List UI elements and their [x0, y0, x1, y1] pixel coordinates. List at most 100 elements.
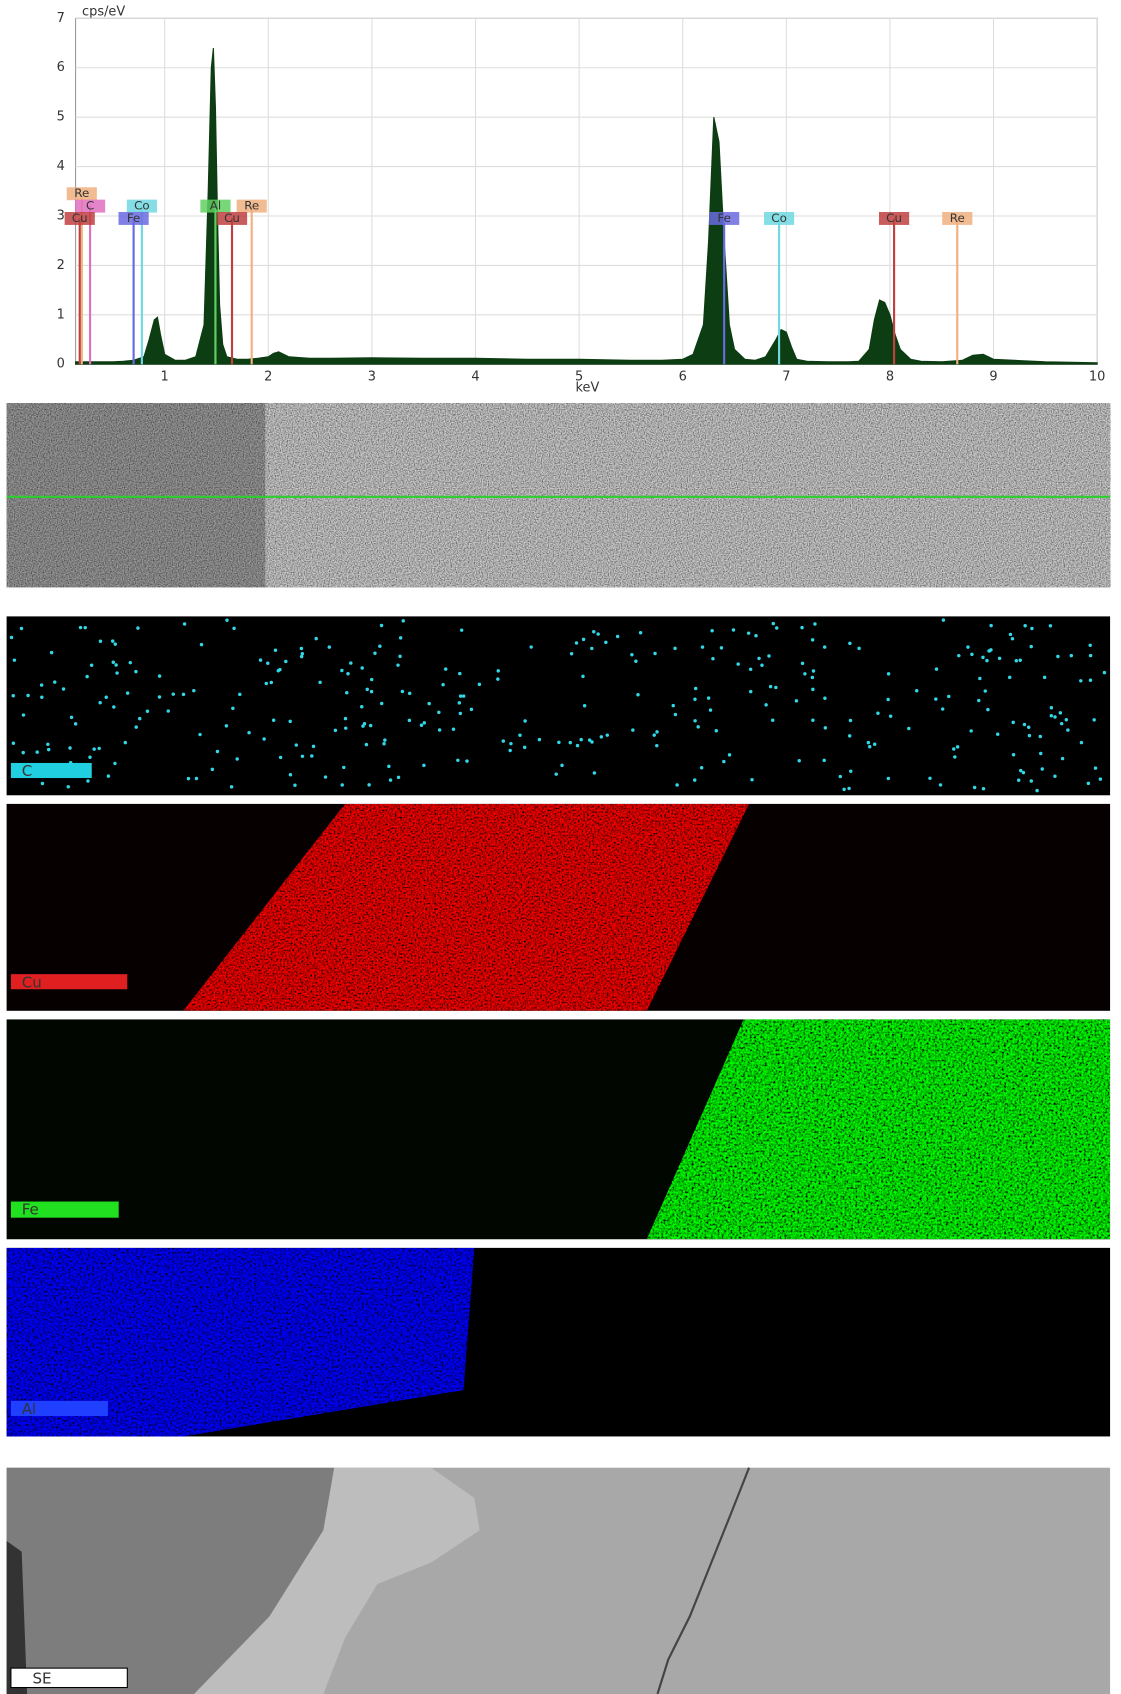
speckle — [1008, 676, 1011, 679]
speckle — [192, 689, 195, 692]
speckle — [582, 638, 585, 641]
speckle — [40, 683, 43, 686]
speckle — [966, 645, 969, 648]
y-tick-label: 4 — [57, 159, 65, 174]
speckle — [1099, 777, 1102, 780]
speckle — [1030, 627, 1033, 630]
speckle — [452, 727, 455, 730]
speckle — [334, 729, 337, 732]
speckle — [710, 629, 713, 632]
speckle — [366, 688, 369, 691]
speckle — [876, 712, 879, 715]
speckle — [342, 766, 345, 769]
speckle — [596, 632, 599, 635]
speckle — [382, 742, 385, 745]
speckle — [1029, 645, 1032, 648]
speckle — [636, 693, 639, 696]
speckle — [86, 779, 89, 782]
y-tick-label: 6 — [57, 60, 65, 75]
speckle — [124, 741, 127, 744]
speckle — [720, 646, 723, 649]
cu-map — [7, 804, 1110, 1011]
speckle — [293, 783, 296, 786]
speckle — [502, 739, 505, 742]
speckle — [915, 689, 918, 692]
speckle — [639, 631, 642, 634]
speckle — [378, 644, 381, 647]
speckle — [1060, 722, 1063, 725]
speckle — [1035, 789, 1038, 792]
speckle — [907, 727, 910, 730]
speckle — [1049, 624, 1052, 627]
speckle — [12, 694, 15, 697]
speckle — [10, 636, 13, 639]
speckle — [1066, 728, 1069, 731]
speckle — [114, 663, 117, 666]
speckle — [795, 699, 798, 702]
x-tick-label: 7 — [782, 370, 790, 385]
speckle — [1027, 726, 1030, 729]
map-bg — [7, 616, 1110, 795]
x-tick-label: 9 — [989, 370, 997, 385]
speckle — [247, 731, 250, 734]
speckle — [198, 733, 201, 736]
speckle — [839, 775, 842, 778]
speckle — [284, 660, 287, 663]
speckle — [50, 651, 53, 654]
speckle — [887, 777, 890, 780]
x-tick-label: 5 — [575, 370, 583, 385]
speckle — [88, 756, 91, 759]
speckle — [389, 778, 392, 781]
speckle — [289, 773, 292, 776]
speckle — [707, 696, 710, 699]
speckle — [427, 702, 430, 705]
speckle — [458, 701, 461, 704]
speckle — [182, 693, 185, 696]
speckle — [953, 755, 956, 758]
speckle — [1088, 644, 1091, 647]
speckle — [570, 652, 573, 655]
speckle — [693, 697, 696, 700]
speckle — [398, 655, 401, 658]
speckle — [41, 782, 44, 785]
speckle — [616, 635, 619, 638]
speckle — [444, 667, 447, 670]
speckle — [105, 696, 108, 699]
map-label: SE — [32, 1669, 51, 1687]
speckle — [711, 657, 714, 660]
speckle — [134, 725, 137, 728]
speckle — [1009, 633, 1012, 636]
speckle — [1050, 714, 1053, 717]
speckle — [360, 666, 363, 669]
speckle — [113, 762, 116, 765]
speckle — [1056, 655, 1059, 658]
speckle — [1041, 767, 1044, 770]
speckle — [604, 641, 607, 644]
speckle — [465, 759, 468, 762]
speckle — [216, 750, 219, 753]
marker-label: Re — [244, 199, 259, 213]
speckle — [523, 719, 526, 722]
speckle — [823, 697, 826, 700]
speckle — [631, 728, 634, 731]
speckle — [399, 636, 402, 639]
speckle — [700, 766, 703, 769]
speckle — [346, 672, 349, 675]
speckle — [750, 778, 753, 781]
speckle — [554, 772, 557, 775]
speckle — [344, 717, 347, 720]
speckle — [696, 725, 699, 728]
speckle — [868, 745, 871, 748]
speckle — [1019, 769, 1022, 772]
speckle — [985, 659, 988, 662]
speckle — [272, 719, 275, 722]
marker-label: Cu — [72, 211, 88, 225]
speckle — [847, 787, 850, 790]
speckle — [873, 743, 876, 746]
speckle — [360, 705, 363, 708]
speckle — [402, 619, 405, 622]
speckle — [693, 719, 696, 722]
speckle — [12, 742, 15, 745]
speckle — [970, 653, 973, 656]
